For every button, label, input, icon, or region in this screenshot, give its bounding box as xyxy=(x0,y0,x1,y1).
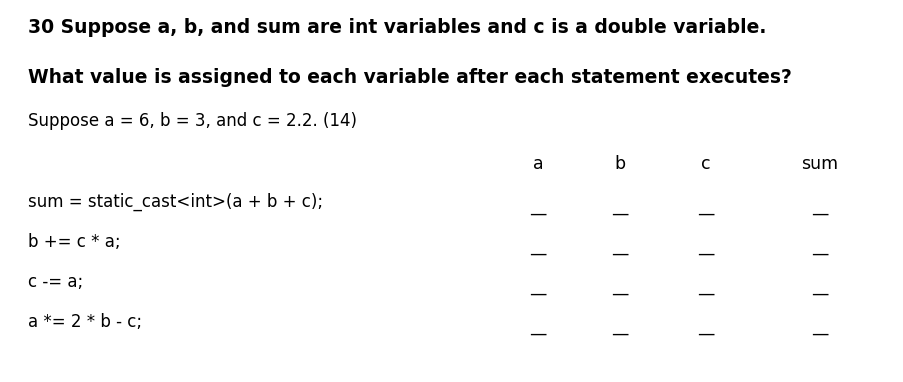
Text: —: — xyxy=(810,205,828,223)
Text: sum = static_cast<int>(a + b + c);: sum = static_cast<int>(a + b + c); xyxy=(28,193,322,211)
Text: b: b xyxy=(614,155,625,173)
Text: sum: sum xyxy=(801,155,838,173)
Text: —: — xyxy=(810,245,828,263)
Text: c -= a;: c -= a; xyxy=(28,273,83,291)
Text: —: — xyxy=(810,285,828,303)
Text: —: — xyxy=(696,205,714,223)
Text: —: — xyxy=(696,285,714,303)
Text: —: — xyxy=(810,325,828,343)
Text: —: — xyxy=(610,245,628,263)
Text: —: — xyxy=(610,205,628,223)
Text: Suppose a = 6, b = 3, and c = 2.2. (14): Suppose a = 6, b = 3, and c = 2.2. (14) xyxy=(28,112,357,130)
Text: What value is assigned to each variable after each statement executes?: What value is assigned to each variable … xyxy=(28,68,791,87)
Text: —: — xyxy=(529,285,546,303)
Text: —: — xyxy=(696,245,714,263)
Text: c: c xyxy=(701,155,710,173)
Text: a: a xyxy=(532,155,543,173)
Text: —: — xyxy=(610,285,628,303)
Text: —: — xyxy=(610,325,628,343)
Text: 30 Suppose a, b, and sum are int variables and c is a double variable.: 30 Suppose a, b, and sum are int variabl… xyxy=(28,18,766,37)
Text: —: — xyxy=(529,205,546,223)
Text: b += c * a;: b += c * a; xyxy=(28,233,120,251)
Text: —: — xyxy=(529,325,546,343)
Text: a *= 2 * b - c;: a *= 2 * b - c; xyxy=(28,313,142,331)
Text: —: — xyxy=(696,325,714,343)
Text: —: — xyxy=(529,245,546,263)
